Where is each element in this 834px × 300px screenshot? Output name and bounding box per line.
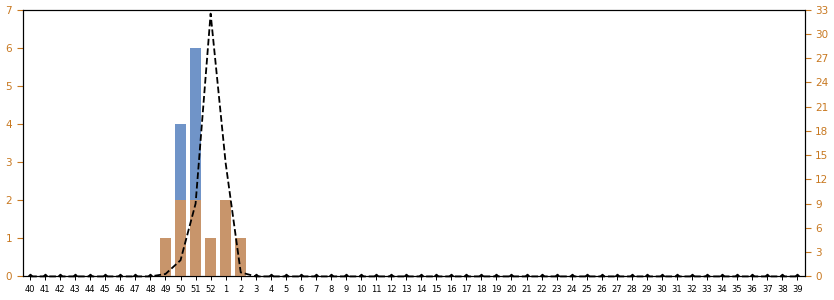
Bar xyxy=(235,238,246,276)
Bar xyxy=(205,238,216,276)
Bar xyxy=(190,200,201,276)
Bar xyxy=(220,200,231,276)
Bar xyxy=(160,238,171,276)
Bar xyxy=(175,124,186,276)
Bar xyxy=(190,48,201,276)
Bar xyxy=(175,200,186,276)
